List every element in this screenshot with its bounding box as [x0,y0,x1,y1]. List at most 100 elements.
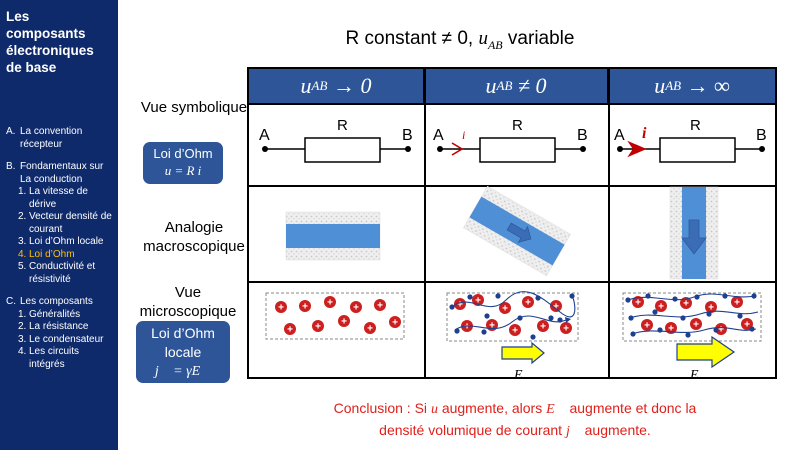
ion [550,300,562,312]
node-a-label: A [614,127,625,144]
deck-title: Les composants électroniques de base [6,9,94,75]
electron [672,296,678,302]
flow-arrow-icon [506,222,532,243]
ion [324,296,336,308]
resistor-symbol [304,137,381,163]
ion [389,316,401,328]
ion [731,296,743,308]
resistor-label: R [690,117,701,134]
ion [715,323,727,335]
sidebar-item-generalites[interactable]: 1. Généralités [18,308,81,320]
electric-field-arrow: E⃗ [676,335,736,383]
conductor-horizontal [285,211,381,261]
row-label-symbolic: Vue symbolique [140,99,248,116]
ion [509,324,521,336]
ion-sign: + [718,325,724,336]
electron [484,313,490,319]
ion [655,300,667,312]
electron [467,294,473,300]
sidebar-item-loi-ohm[interactable]: 4. Loi d’Ohm [18,248,75,260]
sidebar-item-conductivite[interactable]: 5. Conductivité et résistivité [18,261,96,285]
ion [472,294,484,306]
row-divider [249,281,775,283]
electron [657,327,663,333]
ion [705,301,717,313]
ohm-law-box: Loi d’Ohm u = R i [143,142,223,184]
ion [741,318,753,330]
ion-sign: + [512,326,518,337]
ion-sign: + [489,321,495,332]
ion [374,299,386,311]
ion-sign: + [502,304,508,315]
row-divider [249,185,775,187]
column-divider [424,69,426,377]
node-b-label: B [577,127,588,144]
local-ohm-law-box: Loi d’Ohm locale j⃗ = γE⃗ [136,321,230,383]
node-b-dot [405,146,411,152]
node-a-dot [262,146,268,152]
ion-sign: + [693,320,699,331]
ion-sign: + [708,303,714,314]
field-label: E⃗ [689,368,709,383]
electron [737,313,743,319]
ion-sign: + [353,303,359,314]
ion [454,298,466,310]
ion-sign: + [658,302,664,313]
ion-sign: + [278,303,284,314]
ion-sign: + [367,324,373,335]
node-b-label: B [402,127,413,144]
circuit-finite-current: A B R i [433,117,588,163]
column-divider [608,69,610,377]
ion-sign: + [377,301,383,312]
lattice-zero-field: + + + + ++ + +++ [265,292,405,340]
ion-sign: + [644,321,650,332]
row-divider [249,103,775,105]
sidebar-section-label: Fondamentaux sur La conduction [20,161,104,185]
sidebar-item-circuits-integres[interactable]: 4. Les circuits intégrés [18,346,80,370]
electron [680,315,686,321]
ion [537,320,549,332]
ion-sign: + [287,325,293,336]
sidebar-item-vitesse-derive[interactable]: 1. La vitesse de dérive [18,186,88,210]
sidebar-item-condensateur[interactable]: 3. Le condensateur [18,333,104,345]
electron [495,293,501,299]
sidebar-section-b[interactable]: B. Fondamentaux sur La conduction 1. La vi… [6,161,112,285]
ion [522,296,534,308]
node-a-label: A [433,127,444,144]
ion [690,318,702,330]
electron [652,309,658,315]
ion [641,319,653,331]
ion [665,322,677,334]
column-header-infinite: u AB → ∞ [609,69,775,103]
sidebar-section-a[interactable]: A. La convention récepteur [6,126,112,151]
ion-sign: + [563,324,569,335]
node-b-label: B [756,127,767,144]
lattice-medium-field: + +++ ++ + + + + E⃗ [446,291,579,383]
ion-sign: + [635,298,641,309]
field-label: E⃗ [513,368,533,383]
ion [284,323,296,335]
electron [713,327,719,333]
conductor-vertical [669,186,719,280]
ion [632,296,644,308]
ion [364,322,376,334]
sidebar-item-resistance[interactable]: 2. La résistance [18,321,89,332]
ion [312,320,324,332]
ion-sign: + [392,318,398,329]
lattice-high-field: + + + + + + + + + + E⃗ [622,292,762,383]
node-a-label: A [259,127,270,144]
sidebar-item-vecteur-densite[interactable]: 2. Vecteur densité de courant [18,211,112,235]
resistor-symbol [659,137,736,163]
ion [499,302,511,314]
field-arrow-icon [501,341,545,365]
electron [548,315,554,321]
comparison-table: u AB → 0 u AB ≠ 0 u AB → ∞ [247,67,777,379]
resistor-symbol [479,137,556,163]
ion-sign: + [734,298,740,309]
ion-sign: + [540,322,546,333]
sidebar-section-c[interactable]: C. Les composants 1. Généralités 2. La rési… [6,296,112,371]
circuit-large-current: A B R i [614,117,767,163]
sidebar-item-loi-ohm-locale[interactable]: 3. Loi d’Ohm locale [18,236,104,247]
sidebar-section-label: La convention récepteur [20,126,83,150]
ion-sign: + [525,298,531,309]
